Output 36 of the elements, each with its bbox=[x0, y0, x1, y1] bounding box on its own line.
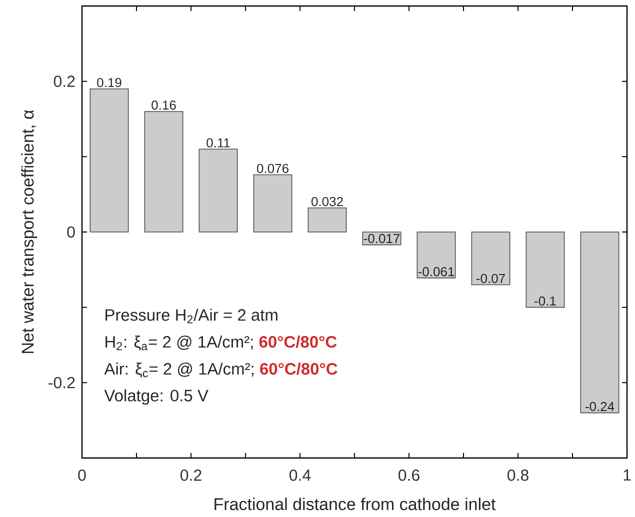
data-label: 0.11 bbox=[206, 138, 230, 148]
x-tick-label: 1 bbox=[624, 470, 631, 481]
x-axis-title: Fractional distance from cathode inlet bbox=[214, 498, 496, 510]
data-label: 0.16 bbox=[152, 100, 176, 110]
data-label: 0.076 bbox=[257, 164, 288, 174]
y-tick-label: -0.2 bbox=[48, 377, 75, 388]
x-tick-label: 0.2 bbox=[180, 470, 202, 481]
annotation: Volatge: 0.5 V bbox=[104, 389, 208, 405]
bar bbox=[580, 232, 620, 414]
bar bbox=[416, 232, 456, 278]
x-tick-label: 0 bbox=[78, 470, 86, 481]
annotation: 60°C/80°C bbox=[259, 336, 337, 348]
bar bbox=[308, 207, 347, 232]
annotation: H$_{2}$: ξ$_{a}$= 2 @ 1A/cm²; bbox=[106, 336, 253, 350]
bar bbox=[198, 148, 238, 232]
data-label: -0.061 bbox=[418, 267, 454, 276]
bar bbox=[90, 88, 129, 232]
data-label: 0.032 bbox=[312, 196, 343, 206]
y-axis-title: Net water transport coefficient, α bbox=[21, 110, 38, 354]
bar bbox=[526, 232, 565, 308]
data-label: 0.19 bbox=[97, 78, 122, 88]
annotation: Pressure H$_{2}$/Air = 2 atm bbox=[106, 308, 278, 324]
data-label: -0.1 bbox=[534, 296, 556, 306]
bar bbox=[253, 174, 292, 232]
y-tick-label: 0 bbox=[67, 226, 75, 238]
x-tick-label: 0.4 bbox=[290, 470, 311, 481]
annotation: 60°C/80°C bbox=[260, 362, 338, 375]
bar bbox=[471, 232, 510, 286]
annotation: Air: ξ$_{c}$= 2 @ 1A/cm²; bbox=[104, 362, 254, 378]
x-tick-label: 0.8 bbox=[508, 470, 528, 481]
data-label: -0.07 bbox=[476, 274, 505, 284]
x-tick-label: 0.6 bbox=[398, 470, 420, 481]
data-label: -0.017 bbox=[364, 234, 400, 244]
data-label: -0.24 bbox=[586, 402, 614, 412]
y-tick-label: 0.2 bbox=[54, 76, 75, 87]
bar bbox=[144, 111, 184, 232]
